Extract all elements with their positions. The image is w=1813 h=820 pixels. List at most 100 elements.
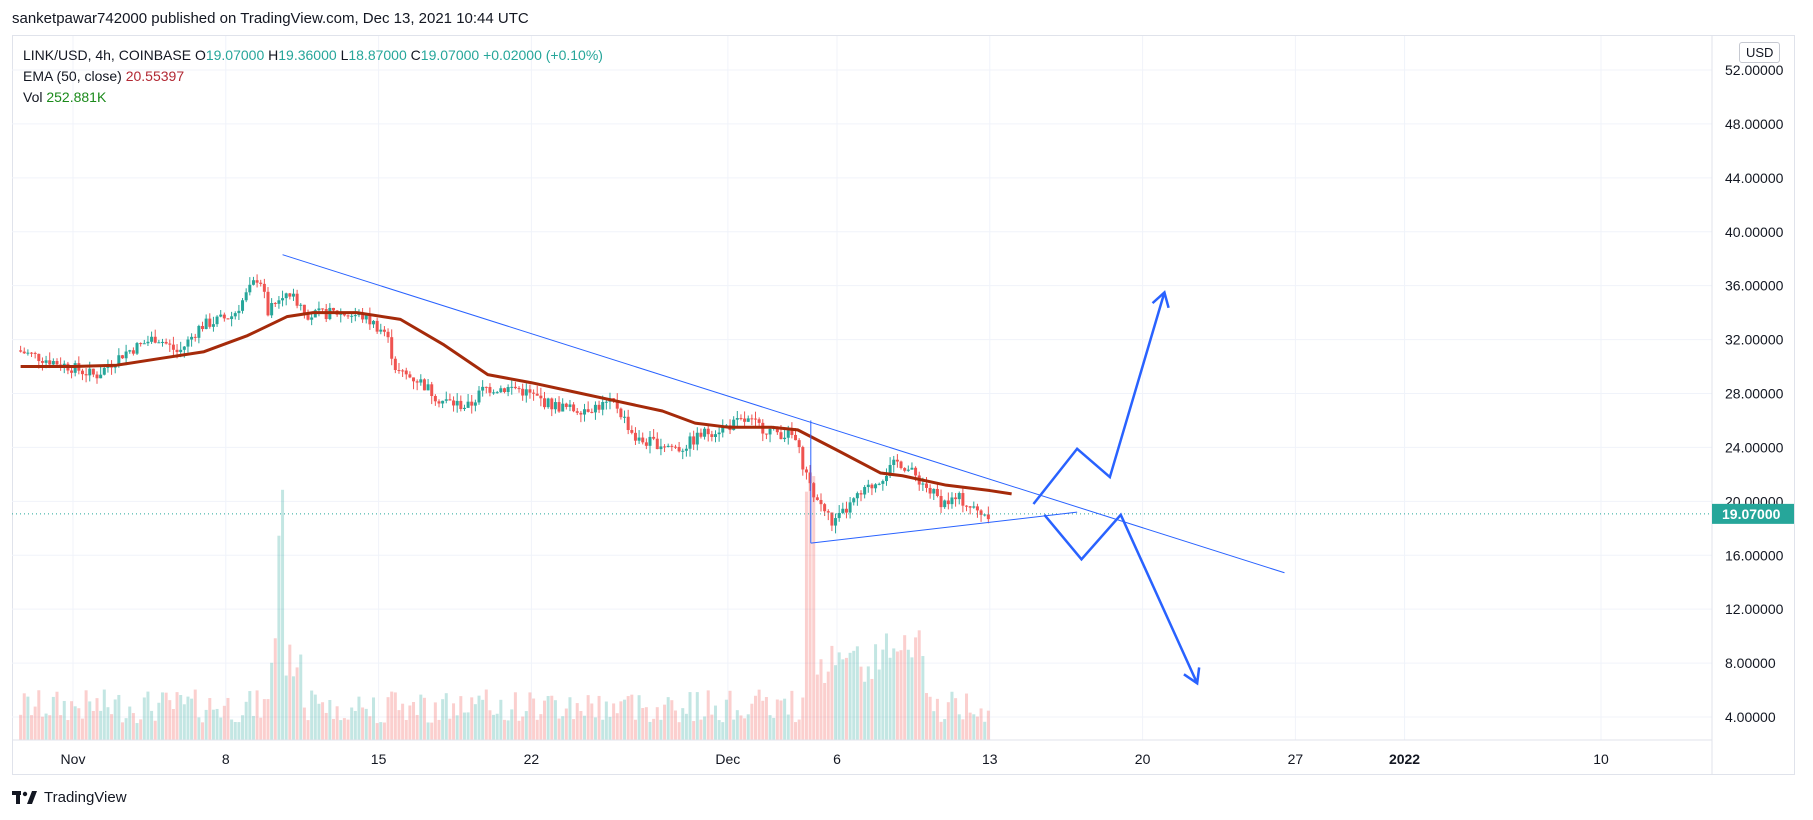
volume-bar (444, 693, 448, 740)
candle-body (783, 437, 787, 440)
volume-bar (877, 669, 881, 740)
ema-row[interactable]: EMA (50, close) 20.55397 (23, 66, 603, 87)
volume-bar (372, 697, 376, 740)
candle-body (804, 469, 808, 473)
volume-bar (921, 656, 925, 740)
candle-body (186, 339, 190, 347)
volume-bar (728, 690, 732, 740)
candle-body (215, 316, 219, 325)
candle-body (364, 313, 368, 320)
volume-bar (40, 716, 44, 740)
volume-bar (55, 691, 59, 740)
volume-bar (615, 713, 619, 740)
volume-bar (542, 700, 546, 740)
volume-bar (794, 722, 798, 740)
candle-body (51, 361, 55, 365)
volume-bar (666, 697, 670, 740)
volume-bar (783, 698, 787, 740)
volume-bar (706, 690, 710, 740)
time-tick-label: 8 (222, 751, 230, 767)
chart-frame[interactable] (12, 35, 1795, 775)
time-tick-label: 15 (371, 751, 387, 767)
volume-bar (237, 722, 241, 740)
volume-bar (855, 646, 859, 740)
volume-bar (710, 714, 714, 740)
volume-row[interactable]: Vol 252.881K (23, 87, 603, 108)
candle-body (779, 432, 783, 440)
volume-bar (266, 699, 270, 740)
volume-bar (470, 697, 474, 740)
candle-body (590, 411, 594, 413)
candle-body (812, 483, 816, 498)
candle-body (226, 318, 230, 320)
open-label: O (194, 47, 206, 63)
candle-body (528, 389, 532, 393)
candle-body (932, 488, 936, 494)
volume-bar (164, 692, 168, 740)
volume-bar (797, 719, 801, 740)
volume-bar (495, 713, 499, 740)
candle-body (164, 341, 168, 344)
candle-body (481, 386, 485, 391)
volume-bar (601, 719, 605, 740)
ema-label: EMA (50, close) (23, 68, 122, 84)
candle-body (844, 508, 848, 513)
volume-bar (848, 652, 852, 740)
candle-body (219, 314, 223, 317)
candle-body (604, 401, 608, 403)
candle-body (924, 483, 928, 488)
candle-body (630, 430, 634, 433)
volume-bar (986, 710, 990, 740)
volume-bar (62, 700, 66, 740)
volume-bar (150, 710, 154, 740)
candle-body (852, 498, 856, 503)
candle-body (211, 324, 215, 327)
volume-bar (455, 715, 459, 740)
volume-bar (779, 700, 783, 740)
volume-bar (899, 650, 903, 740)
candle-body (201, 325, 205, 330)
candle-body (637, 437, 641, 441)
high-label: H (268, 47, 279, 63)
candle-body (568, 404, 572, 407)
change-value: +0.02000 (+0.10%) (483, 47, 603, 63)
volume-bar (528, 692, 532, 740)
volume-bar (790, 690, 794, 740)
volume-bar (481, 699, 485, 740)
candle-body (291, 293, 295, 297)
volume-bar (604, 701, 608, 740)
volume-bar (975, 716, 979, 740)
volume-bar (535, 719, 539, 740)
candle-body (914, 467, 918, 476)
currency-button[interactable]: USD (1739, 42, 1781, 63)
candle-body (524, 389, 528, 396)
volume-bar (935, 698, 939, 740)
bearish-projection-path (1043, 512, 1199, 684)
volume-bar (157, 702, 161, 740)
volume-bar (612, 703, 616, 740)
volume-bar (364, 708, 368, 740)
candle-body (877, 483, 881, 485)
grid (12, 36, 1712, 740)
candle-body (462, 407, 466, 410)
volume-bar (575, 703, 579, 740)
volume-bar (324, 712, 328, 740)
volume-bar (48, 715, 52, 740)
bullish-arrow-head (1151, 290, 1170, 309)
candle-body (484, 386, 488, 388)
volume-bar (917, 630, 921, 740)
volume-bar (204, 709, 208, 740)
price-tick-label: 8.00000 (1725, 655, 1776, 671)
volume-bar (281, 489, 285, 740)
low-label: L (340, 47, 349, 63)
candle-body (848, 502, 852, 513)
candle-body (190, 336, 194, 340)
volume-bar (910, 657, 914, 740)
candle-body (408, 374, 412, 378)
candle-body (681, 450, 685, 452)
symbol-label[interactable]: LINK/USD, 4h, COINBASE (23, 47, 192, 63)
price-tick-label: 24.00000 (1725, 439, 1784, 455)
volume-bar (412, 702, 416, 740)
candle-body (874, 484, 878, 489)
